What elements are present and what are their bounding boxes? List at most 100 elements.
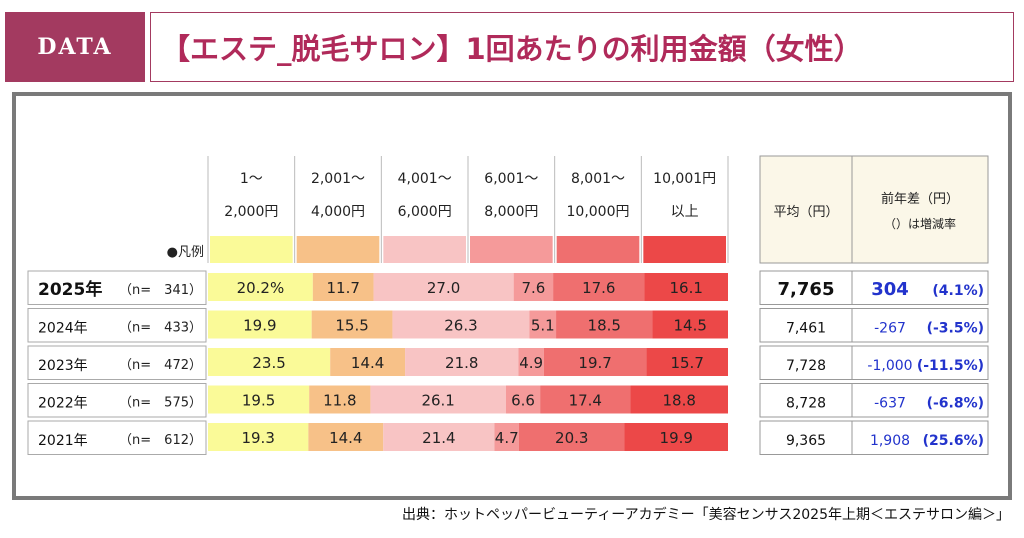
bar-value-label: 23.5 xyxy=(252,354,285,372)
bar-value-label: 4.9 xyxy=(519,354,543,372)
bar-value-label: 20.2% xyxy=(237,279,285,297)
bar-segment xyxy=(405,348,519,376)
average-value: 7,765 xyxy=(778,279,835,300)
bar-segment xyxy=(505,385,541,414)
bar-segment xyxy=(208,348,331,376)
average-header: 平均（円） xyxy=(773,205,838,220)
category-label-line2: 4,000円 xyxy=(311,204,365,220)
summary-row-box xyxy=(759,420,989,455)
bar-segment xyxy=(208,385,310,414)
bar-segment xyxy=(543,348,647,376)
average-value: 8,728 xyxy=(786,396,826,412)
data-badge: DATA xyxy=(5,12,145,82)
bar-value-label: 16.1 xyxy=(670,279,703,297)
bar-segment xyxy=(513,273,554,301)
bar-value-label: 19.9 xyxy=(660,429,693,447)
row-label-box xyxy=(27,308,207,343)
bar-value-label: 27.0 xyxy=(427,279,460,297)
bar-segment xyxy=(556,310,653,339)
bar-value-label: 20.3 xyxy=(555,429,588,447)
bar-segment xyxy=(208,423,309,451)
row-label-box xyxy=(27,270,207,305)
legend-swatch xyxy=(383,236,466,263)
stacked-bar-chart: 1～ 2,000円 2,001～ 4,000円 4,001～ 6,000円 6,001～ 8,… xyxy=(27,155,989,455)
bar-segment xyxy=(518,348,544,376)
bar-segment xyxy=(630,385,728,414)
row-year-label: 2024年 xyxy=(38,321,88,337)
row-year-label: 2025年 xyxy=(38,279,102,300)
bar-segment xyxy=(392,310,530,339)
row-n-label: （n= 612） xyxy=(119,433,202,448)
bar-value-label: 14.4 xyxy=(351,354,384,372)
row-year-label: 2021年 xyxy=(38,433,88,449)
summary-row-box xyxy=(759,345,989,380)
diff-value: -637 xyxy=(874,396,906,412)
rate-value: (-11.5%) xyxy=(917,358,984,374)
category-label-line1: 6,001～ xyxy=(484,171,538,187)
category-label-line2: 8,000円 xyxy=(484,204,538,220)
bar-value-label: 18.5 xyxy=(588,317,621,335)
row-label-box xyxy=(27,345,207,380)
bar-value-label: 18.8 xyxy=(663,392,696,410)
bar-segment xyxy=(383,423,495,451)
category-label-line1: 10,001円 xyxy=(653,171,716,187)
average-value: 9,365 xyxy=(786,433,826,449)
header: DATA 【エステ_脱毛サロン】1回あたりの利用金額（女性） xyxy=(0,0,1024,90)
average-value: 7,728 xyxy=(786,358,826,374)
bar-segment xyxy=(644,273,728,301)
diff-value: 304 xyxy=(871,279,909,300)
bar-value-label: 5.1 xyxy=(531,317,555,335)
bar-value-label: 11.7 xyxy=(326,279,359,297)
bar-value-label: 7.6 xyxy=(521,279,545,297)
bar-segment xyxy=(309,385,371,414)
bar-segment xyxy=(624,423,728,451)
bar-segment xyxy=(208,310,312,339)
bar-value-label: 17.4 xyxy=(569,392,602,410)
diff-value: -1,000 xyxy=(867,358,912,374)
diff-value: -267 xyxy=(874,321,906,337)
row-year-label: 2022年 xyxy=(38,396,88,412)
bar-segment xyxy=(312,273,374,301)
bar-value-label: 14.5 xyxy=(674,317,707,335)
row-n-label: （n= 433） xyxy=(119,321,202,336)
page-title: 【エステ_脱毛サロン】1回あたりの利用金額（女性） xyxy=(150,12,1014,82)
legend-swatch xyxy=(470,236,553,263)
category-label-line1: 8,001～ xyxy=(571,171,625,187)
rate-value: (-3.5%) xyxy=(927,321,984,337)
diff-header-line2: （）は増減率 xyxy=(884,216,956,231)
rate-value: (-6.8%) xyxy=(927,396,984,412)
row-n-label: （n= 341） xyxy=(119,283,202,298)
legend-swatch xyxy=(210,236,293,263)
bar-value-label: 19.9 xyxy=(243,317,276,335)
bar-segment xyxy=(553,273,645,301)
bar-value-label: 4.7 xyxy=(495,429,519,447)
bar-value-label: 11.8 xyxy=(323,392,356,410)
row-label-box xyxy=(27,420,207,455)
bar-segment xyxy=(330,348,406,376)
category-label-line1: 4,001～ xyxy=(398,171,452,187)
bar-value-label: 15.5 xyxy=(335,317,368,335)
bar-value-label: 19.3 xyxy=(241,429,274,447)
category-label-line2: 10,000円 xyxy=(567,204,630,220)
bar-value-label: 19.7 xyxy=(578,354,611,372)
category-label-line2: 6,000円 xyxy=(398,204,452,220)
summary-row-box xyxy=(759,308,989,343)
legend-label: ●凡例 xyxy=(167,245,204,260)
bar-value-label: 15.7 xyxy=(670,354,703,372)
bar-value-label: 17.6 xyxy=(582,279,615,297)
bar-value-label: 26.1 xyxy=(421,392,454,410)
bar-segment xyxy=(494,423,519,451)
bar-segment xyxy=(518,423,625,451)
bar-value-label: 14.4 xyxy=(329,429,362,447)
summary-row-box xyxy=(759,270,989,305)
row-label-box xyxy=(27,383,207,418)
legend-swatch xyxy=(296,236,380,263)
bar-segment xyxy=(652,310,728,339)
average-value: 7,461 xyxy=(786,321,826,337)
bar-value-label: 21.8 xyxy=(445,354,478,372)
row-n-label: （n= 575） xyxy=(119,396,202,411)
bar-value-label: 21.4 xyxy=(422,429,455,447)
bar-value-label: 6.6 xyxy=(511,392,535,410)
bar-segment xyxy=(529,310,557,339)
legend-swatch xyxy=(643,236,726,263)
